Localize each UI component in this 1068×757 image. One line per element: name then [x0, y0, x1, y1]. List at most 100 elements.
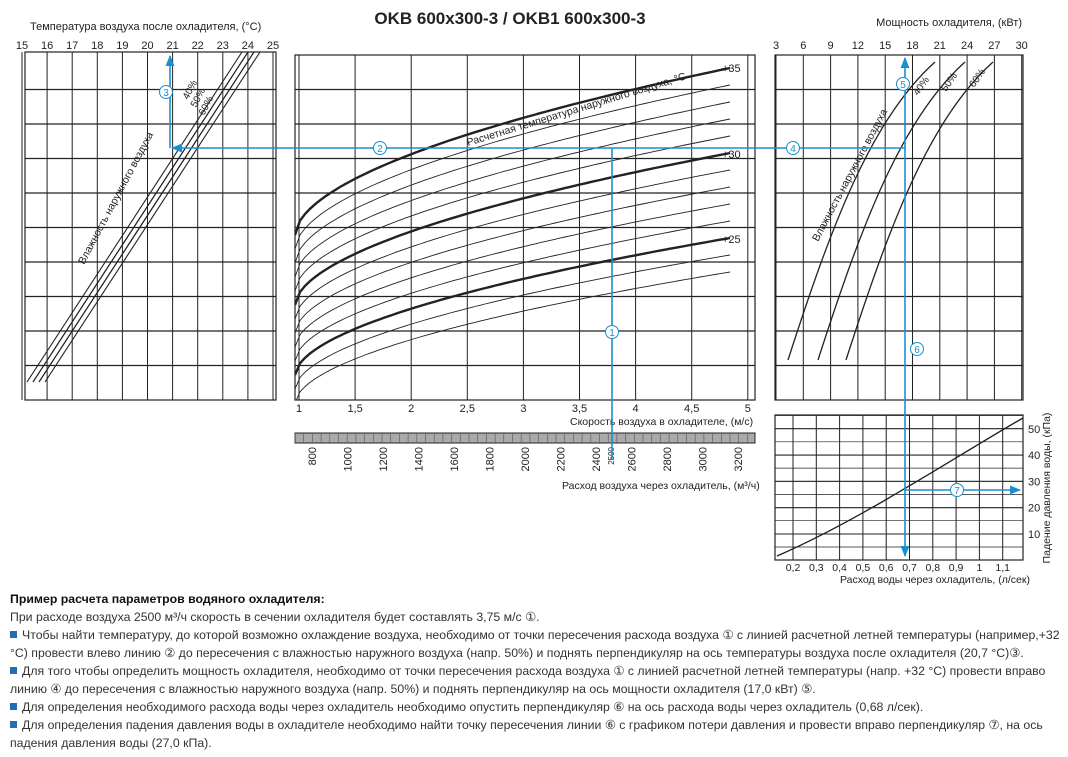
tick-label: 2800 — [662, 447, 674, 471]
tick-label: 2200 — [556, 447, 568, 471]
tick-label: 2600 — [627, 447, 639, 471]
axis-label: Скорость воздуха в охладителе, (м/с) — [570, 416, 753, 428]
marker-circle — [950, 483, 964, 497]
tick-label: 50 — [1028, 424, 1040, 436]
tick-label: 0,4 — [832, 562, 847, 574]
temperature-curve — [295, 220, 731, 362]
tick-label: 27 — [988, 40, 1000, 52]
marker-circle — [159, 85, 173, 99]
tick-label: 0,8 — [925, 562, 940, 574]
tick-label: 4,5 — [684, 403, 699, 415]
tick-label: 1600 — [449, 447, 461, 471]
tick-label: 0,5 — [856, 562, 871, 574]
tick-label: 12 — [852, 40, 864, 52]
curve-label: 40% — [911, 75, 932, 98]
humidity-line — [38, 52, 255, 383]
temperature-curve — [295, 66, 731, 236]
tick-label: 19 — [116, 40, 128, 52]
notes-text: Чтобы найти температуру, до которой возм… — [10, 628, 1060, 660]
tick-label: 30 — [1016, 40, 1028, 52]
marker-label: 7 — [954, 486, 960, 497]
tick-label: 1 — [296, 403, 302, 415]
humidity-curve — [787, 61, 936, 361]
curve-title: Расчетная температура наружного воздуха,… — [465, 70, 687, 148]
tick-label: 2,5 — [460, 403, 475, 415]
tick-label: 25 — [267, 40, 279, 52]
notes-item: Для того чтобы определить мощность охлад… — [10, 662, 1060, 698]
temperature-curve — [295, 186, 731, 334]
tick-label: 2000 — [520, 447, 532, 471]
notes-intro: При расходе воздуха 2500 м³/ч скорость в… — [10, 610, 540, 624]
tick-label: 4 — [633, 403, 639, 415]
notes: Пример расчета параметров водяного охлад… — [10, 590, 1060, 752]
tick-label: 3200 — [733, 447, 745, 471]
bullet — [10, 667, 17, 674]
temp-label: +30 — [722, 149, 741, 161]
tick-label: 3 — [520, 403, 526, 415]
title: OKB 600x300-3 / OKB1 600x300-3 — [374, 9, 645, 28]
notes-heading: Пример расчета параметров водяного охлад… — [10, 592, 325, 606]
tick-label: 21 — [166, 40, 178, 52]
tick-label: 18 — [91, 40, 103, 52]
notes-item: Для определения необходимого расхода вод… — [10, 698, 1060, 716]
tick-label: 1000 — [343, 447, 355, 471]
bullet — [10, 703, 17, 710]
tick-label: 10 — [1028, 529, 1040, 541]
axis-label: Падение давления воды, (кПа) — [1041, 413, 1053, 564]
temperature-curve — [295, 236, 731, 376]
tick-label: 20 — [141, 40, 153, 52]
panel-frame — [24, 51, 277, 401]
marker-label: 4 — [790, 144, 796, 155]
humidity-curve — [845, 61, 994, 361]
tick-label: 3,5 — [572, 403, 587, 415]
tick-label: 2 — [408, 403, 414, 415]
axis-label: Температура воздуха после охладителя, (°… — [30, 21, 261, 33]
temperature-curve — [295, 271, 731, 400]
temperature-curve — [295, 118, 731, 278]
tick-label: 18 — [906, 40, 918, 52]
tick-label: 3000 — [698, 447, 710, 471]
temperature-curve — [295, 151, 731, 306]
tick-label: 9 — [828, 40, 834, 52]
tick-label: 20 — [1028, 503, 1040, 515]
marker-label: 2 — [377, 144, 383, 155]
pressure-curve — [776, 417, 1024, 557]
axis-label: Расход воздуха через охладитель, (м³/ч) — [562, 480, 760, 492]
tick-label: 1,5 — [347, 403, 362, 415]
tick-label: 21 — [934, 40, 946, 52]
temp-label: +25 — [722, 234, 741, 246]
temperature-curve — [295, 254, 731, 390]
marker-circle — [910, 342, 924, 356]
tick-label: 23 — [217, 40, 229, 52]
tick-label: 0,2 — [786, 562, 801, 574]
temperature-curve — [295, 84, 731, 250]
tick-label: 1 — [976, 562, 982, 574]
bullet — [10, 631, 17, 638]
notes-text: Для определения падения давления воды в … — [10, 718, 1043, 750]
tick-label: 24 — [961, 40, 973, 52]
tick-label: 17 — [66, 40, 78, 52]
tick-label: 2400 — [591, 447, 603, 471]
humidity-line — [44, 52, 261, 383]
marker-label: 5 — [900, 80, 906, 91]
temperature-curve — [295, 169, 731, 320]
humidity-line — [26, 52, 243, 383]
marker-label: 3 — [163, 88, 169, 99]
tick-label: 30 — [1028, 476, 1040, 488]
tick-label: 1200 — [378, 447, 390, 471]
marker-label: 1 — [609, 328, 615, 339]
tick-label: 15 — [16, 40, 28, 52]
humidity-curve — [817, 61, 966, 361]
nomogram: OKB 600x300-3 / OKB1 600x300-3 Температу… — [16, 9, 1053, 586]
panel-frame — [774, 414, 1024, 561]
temperature-curve — [295, 203, 731, 348]
axis-label: Мощность охладителя, (кВт) — [876, 17, 1022, 29]
humidity-line — [32, 52, 249, 383]
tick-label: 1,1 — [995, 562, 1010, 574]
bullet — [10, 721, 17, 728]
humidity-label: Влажность наружного воздуха — [810, 107, 890, 243]
axis-label: Расход воды через охладитель, (л/сек) — [840, 574, 1030, 586]
marker-circle — [786, 141, 800, 155]
tick-label: 3 — [773, 40, 779, 52]
